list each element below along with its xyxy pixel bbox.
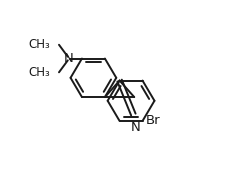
Text: CH₃: CH₃ — [28, 38, 50, 51]
Text: Br: Br — [145, 115, 160, 127]
Text: N: N — [131, 121, 141, 134]
Text: CH₃: CH₃ — [28, 66, 50, 79]
Text: N: N — [64, 52, 74, 65]
